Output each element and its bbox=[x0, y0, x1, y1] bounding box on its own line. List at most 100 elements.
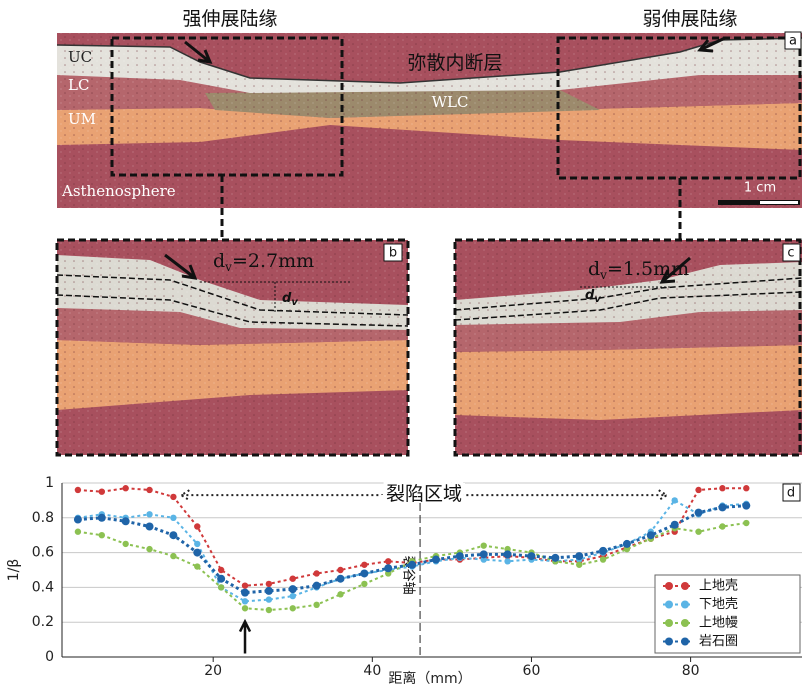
data-point bbox=[551, 553, 560, 562]
layer-label: WLC bbox=[432, 93, 469, 111]
y-tick-label: 0.6 bbox=[32, 545, 54, 561]
dv-label: dv=2.7mm bbox=[213, 250, 314, 274]
data-point bbox=[527, 552, 536, 561]
data-point bbox=[695, 528, 702, 535]
data-point bbox=[599, 556, 607, 563]
arrow bbox=[184, 40, 213, 64]
panel-label: b bbox=[389, 246, 397, 261]
scale-bar bbox=[718, 200, 800, 205]
legend-swatch bbox=[681, 619, 689, 627]
data-point bbox=[622, 539, 631, 548]
panel-a: 强伸展陆缘 弱伸展陆缘 弥散内断层 UC LC UM Asthenosphere… bbox=[56, 8, 802, 240]
data-point bbox=[241, 605, 249, 612]
data-point bbox=[265, 596, 273, 603]
texture bbox=[455, 240, 802, 455]
panel-label-box bbox=[782, 483, 801, 502]
annotation: 弥散内断层 bbox=[407, 52, 502, 74]
y-tick-label: 0.2 bbox=[32, 614, 54, 630]
data-point bbox=[503, 550, 512, 559]
data-point bbox=[73, 515, 82, 524]
data-point bbox=[170, 493, 177, 501]
data-point bbox=[599, 546, 608, 555]
data-point bbox=[194, 523, 201, 530]
series-line bbox=[77, 522, 747, 612]
data-point bbox=[742, 501, 751, 510]
zoom-box bbox=[110, 36, 344, 177]
zoom-box bbox=[453, 238, 802, 457]
legend-swatch bbox=[665, 619, 673, 627]
data-point bbox=[193, 548, 202, 557]
dv-guide bbox=[200, 281, 350, 312]
layer-label: UC bbox=[68, 48, 92, 66]
data-point bbox=[694, 508, 703, 517]
x-tick-label: 60 bbox=[523, 663, 541, 679]
layer-label: UM bbox=[68, 110, 96, 128]
data-point bbox=[194, 563, 201, 570]
rift-zone-arrow bbox=[179, 489, 669, 502]
x-axis-title: 距离（mm） bbox=[388, 670, 471, 687]
data-point bbox=[170, 514, 177, 521]
data-point bbox=[146, 511, 153, 518]
y-tick-label: 0.8 bbox=[32, 510, 54, 526]
data-point bbox=[170, 552, 177, 560]
data-point bbox=[312, 581, 321, 590]
data-point bbox=[146, 486, 153, 494]
data-point bbox=[743, 519, 750, 527]
data-point bbox=[360, 569, 369, 578]
data-point bbox=[313, 601, 320, 608]
data-point bbox=[313, 570, 320, 577]
legend-swatch bbox=[681, 600, 689, 609]
data-point bbox=[455, 552, 464, 561]
y-axis-title: 1/β bbox=[6, 559, 22, 582]
data-point bbox=[121, 517, 130, 526]
panel-b: dv=2.7mm dv b bbox=[55, 238, 410, 457]
panel-label-box bbox=[782, 243, 801, 262]
dv-marker: dv bbox=[585, 288, 601, 306]
data-point bbox=[74, 528, 82, 535]
x-tick-label: 80 bbox=[682, 663, 700, 679]
data-point bbox=[241, 598, 249, 605]
x-tick-label: 40 bbox=[363, 663, 381, 679]
data-point bbox=[646, 531, 655, 540]
data-point bbox=[480, 542, 487, 549]
data-point bbox=[265, 580, 273, 588]
data-point bbox=[264, 586, 273, 595]
data-point bbox=[361, 580, 368, 588]
data-point bbox=[289, 592, 296, 600]
dv-marker: dv bbox=[282, 291, 298, 309]
data-point bbox=[74, 486, 82, 494]
data-point bbox=[337, 566, 344, 574]
data-point bbox=[719, 485, 726, 492]
data-point bbox=[384, 564, 393, 573]
data-point bbox=[337, 591, 344, 598]
legend-label: 下地壳 bbox=[699, 597, 738, 612]
data-point bbox=[217, 566, 225, 574]
data-point bbox=[97, 513, 106, 522]
data-point bbox=[670, 520, 679, 529]
data-point bbox=[719, 523, 726, 530]
data-point bbox=[145, 522, 154, 531]
panel-label-box bbox=[784, 31, 802, 50]
arrow bbox=[697, 36, 726, 53]
title: 强伸展陆缘 bbox=[182, 8, 277, 30]
y-tick-label: 0.4 bbox=[32, 579, 54, 595]
layer-label: Asthenosphere bbox=[61, 182, 176, 200]
data-point bbox=[146, 545, 153, 553]
data-point bbox=[576, 561, 583, 568]
data-point bbox=[408, 560, 417, 569]
legend-label: 岩石圈 bbox=[699, 634, 738, 649]
panel-label: a bbox=[789, 34, 797, 49]
data-point bbox=[718, 503, 727, 512]
texture bbox=[57, 33, 802, 208]
legend-swatch bbox=[681, 582, 689, 590]
annotation: 裂陷区域 bbox=[386, 483, 462, 505]
x-tick-label: 20 bbox=[204, 663, 222, 679]
data-point bbox=[122, 485, 129, 492]
data-point bbox=[265, 606, 273, 614]
zoom-box bbox=[556, 36, 802, 180]
data-point bbox=[575, 552, 584, 561]
data-point bbox=[289, 605, 296, 612]
dv-label: dv=1.5mm bbox=[588, 258, 689, 282]
